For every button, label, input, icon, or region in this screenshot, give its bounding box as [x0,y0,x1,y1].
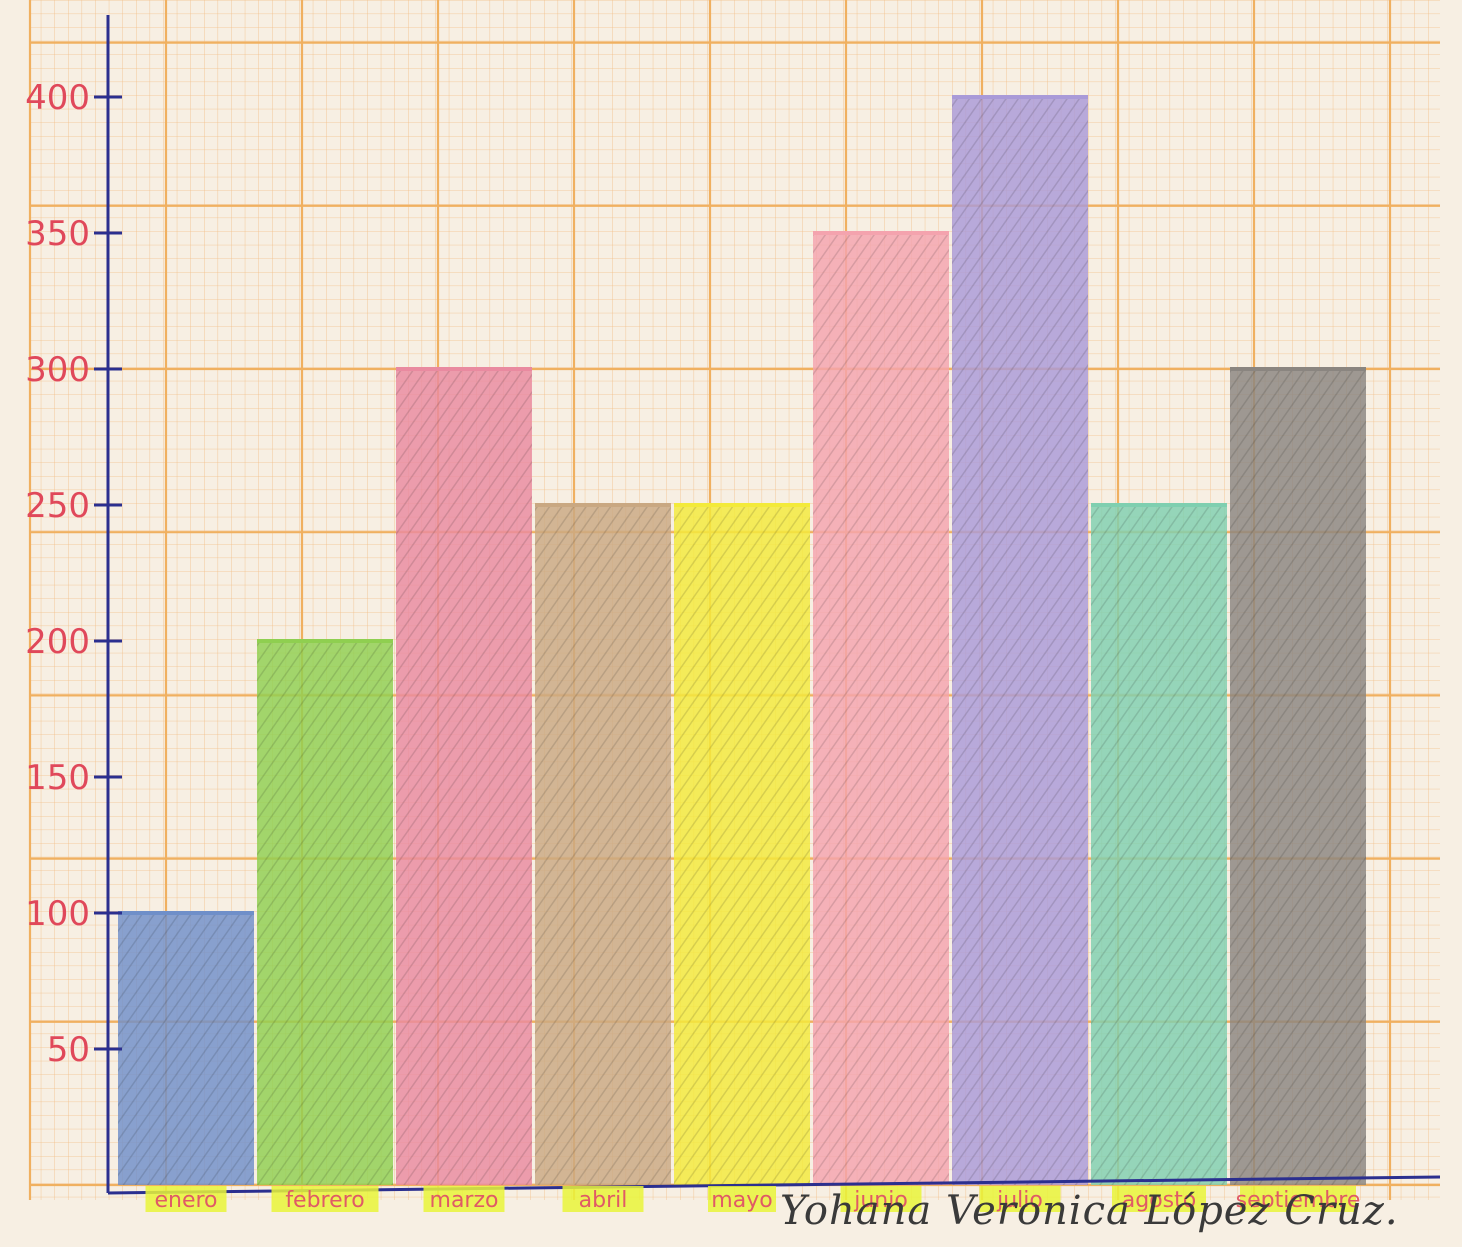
label-highlight [145,1186,227,1212]
x-category-label: abril [579,1188,628,1213]
x-category-label: junio [853,1188,908,1213]
x-category-label: febrero [285,1188,364,1213]
label-highlight [423,1186,505,1212]
x-category-label: septiembre [1236,1188,1361,1213]
y-tick-label: 150 [25,758,90,798]
x-category-label: enero [154,1188,217,1213]
bar-shading [396,369,532,1185]
y-tick-label: 350 [25,214,90,254]
x-axis-labels: enero febrero marzo abril mayo junio julio agos… [145,1186,1361,1213]
x-category-label: marzo [430,1188,499,1213]
label-highlight [840,1186,922,1212]
bar-shading [535,505,671,1185]
x-category-label: mayo [711,1188,772,1213]
label-highlight [271,1186,379,1212]
y-tick-label: 300 [25,350,90,390]
bar-shading [1230,369,1366,1185]
bar-shading [1091,505,1227,1185]
y-tick-label: 100 [25,894,90,934]
x-category-label: agosto [1122,1188,1196,1213]
y-tick-label: 200 [25,622,90,662]
label-highlight [1112,1186,1206,1212]
label-highlight [708,1186,776,1212]
y-tick-label: 50 [47,1030,90,1070]
label-highlight [1240,1186,1356,1212]
bar-shading [257,641,393,1185]
label-highlight [979,1186,1061,1212]
bar-shading [118,913,254,1185]
author-signature: Yohana Veronica López Cruz. [780,1188,1399,1234]
y-axis-ticks: 50 100 150 200 250 300 350 400 [25,78,122,1070]
bar-shading [674,505,810,1185]
bar-shading [952,97,1088,1185]
y-tick-label: 400 [25,78,90,118]
bars [118,95,1366,1185]
x-category-label: julio [996,1188,1043,1213]
y-tick-label: 250 [25,486,90,526]
bar-shading [813,233,949,1185]
label-highlight [562,1186,644,1212]
